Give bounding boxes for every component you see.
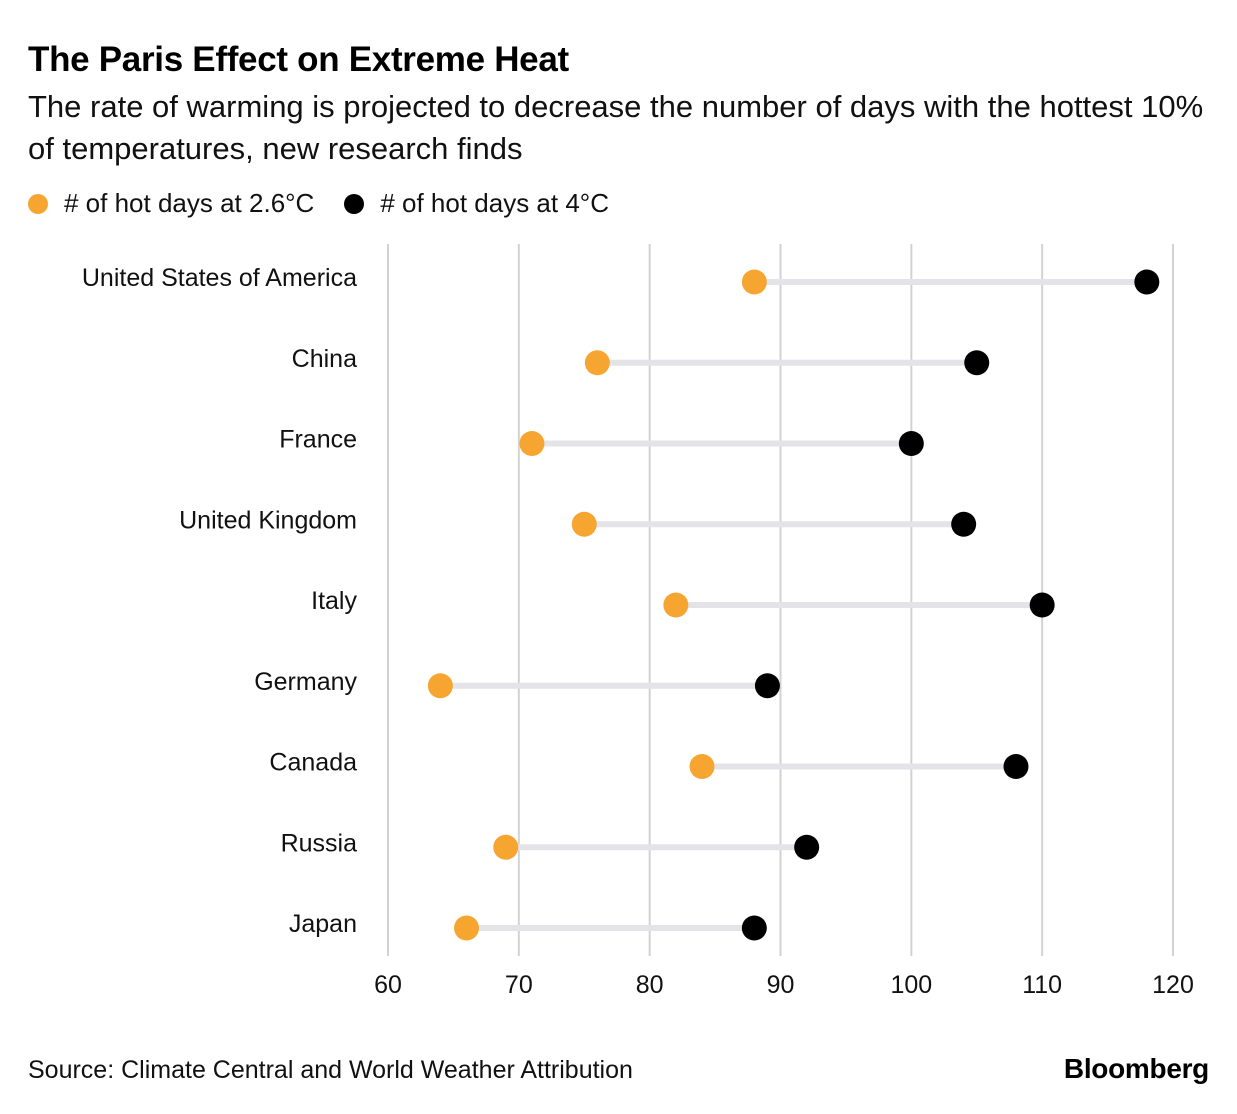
point-2-6c-italy xyxy=(663,592,689,618)
source-note: Source: Climate Central and World Weathe… xyxy=(28,1056,633,1084)
category-label-japan: Japan xyxy=(289,910,357,938)
category-label-united-states-of-america: United States of America xyxy=(82,264,357,292)
category-label-germany: Germany xyxy=(254,668,357,696)
point-4c-united-kingdom xyxy=(951,511,977,537)
point-2-6c-russia xyxy=(493,834,519,860)
orange-dot-icon xyxy=(28,193,48,214)
category-label-united-kingdom: United Kingdom xyxy=(179,506,357,534)
point-4c-united-states-of-america xyxy=(1134,269,1160,295)
x-tick-label-80: 80 xyxy=(636,971,664,999)
point-4c-italy xyxy=(1029,592,1055,618)
bloomberg-logo: Bloomberg xyxy=(1063,1053,1209,1084)
legend-label-2-6c: # of hot days at 2.6°C xyxy=(64,188,315,218)
point-4c-canada xyxy=(1003,754,1029,779)
legend-label-4c: # of hot days at 4°C xyxy=(380,188,609,218)
chart-title: The Paris Effect on Extreme Heat xyxy=(28,40,569,79)
x-tick-label-110: 110 xyxy=(1022,971,1062,999)
point-2-6c-united-states-of-america xyxy=(741,269,767,295)
category-label-russia: Russia xyxy=(281,829,358,857)
point-2-6c-japan xyxy=(454,915,479,941)
category-label-italy: Italy xyxy=(311,587,357,615)
black-dot-icon xyxy=(344,193,365,214)
x-tick-label-100: 100 xyxy=(890,971,932,999)
point-2-6c-canada xyxy=(689,754,715,779)
legend: # of hot days at 2.6°C # of hot days at … xyxy=(28,188,639,219)
point-2-6c-united-kingdom xyxy=(571,511,597,537)
point-4c-japan xyxy=(741,915,767,941)
category-label-france: France xyxy=(279,426,357,454)
category-label-canada: Canada xyxy=(269,749,357,777)
chart-subtitle: The rate of warming is projected to decr… xyxy=(28,89,1204,166)
legend-item-4c: # of hot days at 4°C xyxy=(344,188,609,219)
point-4c-russia xyxy=(794,834,820,860)
x-tick-label-60: 60 xyxy=(374,971,402,999)
point-2-6c-france xyxy=(519,431,545,456)
point-2-6c-germany xyxy=(427,673,453,699)
point-4c-france xyxy=(898,431,924,456)
x-tick-label-90: 90 xyxy=(767,971,795,999)
point-4c-germany xyxy=(754,673,780,699)
x-tick-label-120: 120 xyxy=(1152,971,1194,999)
point-4c-china xyxy=(964,350,990,376)
legend-item-2-6c: # of hot days at 2.6°C xyxy=(28,188,314,219)
point-2-6c-china xyxy=(584,350,610,376)
x-tick-label-70: 70 xyxy=(505,971,533,999)
category-label-china: China xyxy=(292,345,357,373)
